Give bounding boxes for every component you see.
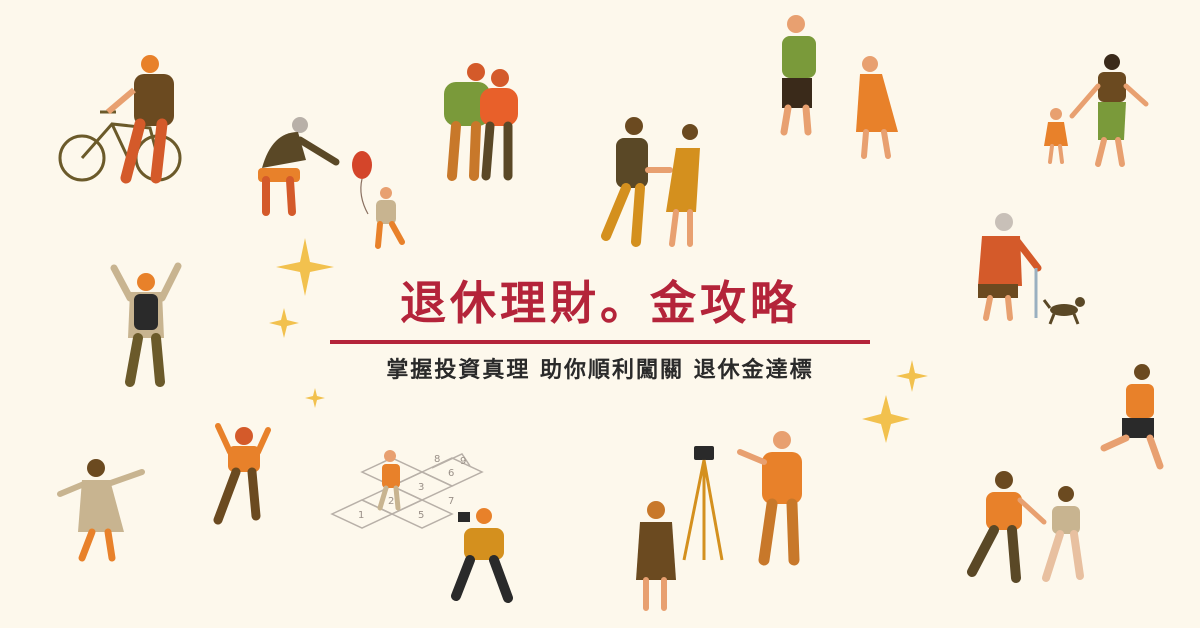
cyclist-figure xyxy=(58,55,182,184)
sparkle-icon xyxy=(305,388,325,408)
hopscotch-number: 6 xyxy=(448,468,454,479)
couple-holding-hands-figure xyxy=(967,471,1084,583)
hopscotch-number: 8 xyxy=(434,454,440,465)
woman-dress-figure xyxy=(856,56,898,159)
grandparent-figure xyxy=(258,117,340,216)
title-block: 退休理財。金攻略 掌握投資真理 助你順利闖關 退休金達標 xyxy=(300,272,900,386)
handshake-couple-figure xyxy=(601,117,700,247)
couple-figure xyxy=(444,63,518,181)
tripod-camera-icon xyxy=(682,446,724,561)
sparkle-icon xyxy=(862,395,910,443)
jumping-woman-figure xyxy=(213,423,271,525)
balloon-icon xyxy=(352,151,372,215)
cheering-man-figure xyxy=(110,262,182,387)
hopscotch-number: 5 xyxy=(418,510,424,521)
elderly-woman-figure xyxy=(978,213,1042,321)
runner-figure xyxy=(1100,364,1164,470)
main-title: 退休理財。金攻略 xyxy=(400,276,800,330)
sparkle-icon xyxy=(896,360,928,392)
hopscotch-number: 1 xyxy=(358,510,364,521)
dancing-woman-figure xyxy=(57,459,145,562)
mother-daughter-figure xyxy=(1044,54,1149,167)
sparkle-icon xyxy=(276,238,334,296)
standing-man-figure xyxy=(780,15,816,136)
hopscotch-child-figure xyxy=(377,450,401,511)
hopscotch-number: 3 xyxy=(418,482,424,493)
photographer-figure xyxy=(451,508,513,603)
hopscotch-number: 7 xyxy=(448,496,454,507)
hopscotch-number: 9 xyxy=(460,456,466,467)
woman-standing-figure xyxy=(636,501,676,611)
man-pointing-figure xyxy=(737,431,802,566)
dog-icon xyxy=(1042,297,1085,325)
child-figure xyxy=(375,187,405,249)
subtitle: 掌握投資真理 助你順利闖關 退休金達標 xyxy=(386,358,814,383)
sparkle-icon xyxy=(269,308,299,338)
title-underline xyxy=(330,340,870,344)
hopscotch-number: 2 xyxy=(388,496,394,507)
